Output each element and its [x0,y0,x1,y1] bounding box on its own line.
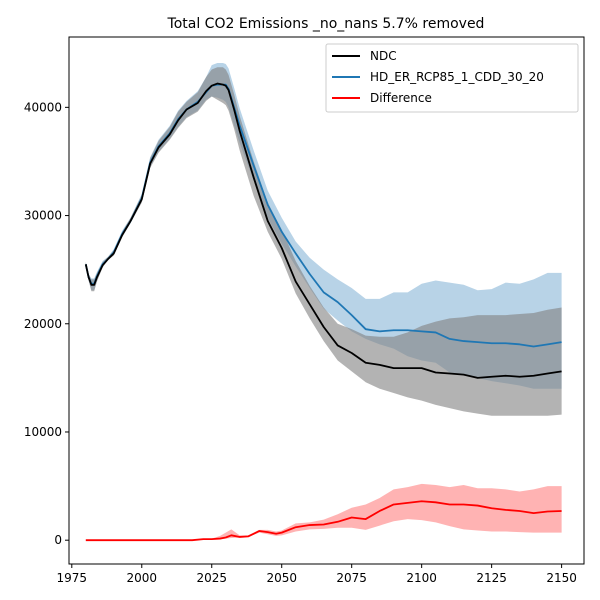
x-tick-label: 2100 [406,571,437,585]
legend-label-hd-er-rcp85-1-cdd-30-20: HD_ER_RCP85_1_CDD_30_20 [370,70,544,84]
legend-items: NDC HD_ER_RCP85_1_CDD_30_20 Difference [332,49,544,105]
x-tick-label: 2125 [476,571,507,585]
legend-label-difference: Difference [370,91,432,105]
plot-area-frame [68,36,585,565]
y-axis-ticks: 0 10000 20000 30000 40000 [24,100,69,547]
y-tick-label: 10000 [24,425,62,439]
uncertainty-bands [85,62,562,541]
y-tick-label: 20000 [24,317,62,331]
y-tick-label: 30000 [24,209,62,223]
legend-label-ndc: NDC [370,49,397,63]
legend: NDC HD_ER_RCP85_1_CDD_30_20 Difference [325,43,579,113]
difference-series-line [85,500,562,542]
x-tick-label: 1975 [57,571,88,585]
y-tick-label: 0 [54,533,62,547]
hd-er-rcp85-1-cdd-30-20-uncertainty-band [85,62,562,389]
series-lines [84,82,562,542]
y-tick-label: 40000 [24,100,62,114]
chart-title: Total CO2 Emissions _no_nans 5.7% remove… [167,16,485,32]
x-tick-label: 2050 [266,571,297,585]
x-tick-label: 2000 [126,571,157,585]
x-axis-ticks: 1975 2000 2025 2050 2075 2100 2125 2150 [57,564,577,585]
legend-box [325,43,579,113]
x-tick-label: 2075 [336,571,367,585]
x-tick-label: 2025 [196,571,227,585]
x-tick-label: 2150 [546,571,577,585]
ndc-uncertainty-band [85,67,562,416]
difference-uncertainty-band [85,483,562,541]
ndc-series-line [84,82,562,379]
